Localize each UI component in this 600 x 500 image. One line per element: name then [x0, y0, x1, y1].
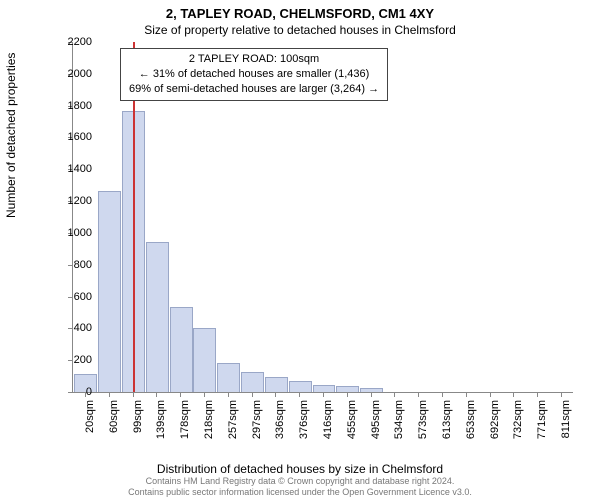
y-tick-label: 2000: [52, 68, 92, 80]
x-tick-label: 416sqm: [322, 400, 334, 442]
x-tick: [299, 392, 300, 397]
x-tick-label: 811sqm: [560, 400, 572, 442]
y-tick-label: 600: [52, 291, 92, 303]
bar: [217, 363, 240, 392]
annotation-line2: ← 31% of detached houses are smaller (1,…: [129, 67, 379, 82]
x-tick: [347, 392, 348, 397]
x-tick: [133, 392, 134, 397]
y-tick-label: 0: [52, 386, 92, 398]
x-tick-label: 257sqm: [227, 400, 239, 442]
x-tick: [490, 392, 491, 397]
bar: [289, 381, 312, 392]
x-tick-label: 771sqm: [536, 400, 548, 442]
x-tick: [275, 392, 276, 397]
x-tick-label: 653sqm: [465, 400, 477, 442]
x-tick-label: 534sqm: [393, 400, 405, 442]
x-tick: [323, 392, 324, 397]
chart-subtitle: Size of property relative to detached ho…: [0, 21, 600, 37]
x-tick-label: 376sqm: [298, 400, 310, 442]
bar: [336, 386, 359, 392]
y-tick-label: 200: [52, 354, 92, 366]
x-tick-label: 218sqm: [203, 400, 215, 442]
x-tick: [537, 392, 538, 397]
bar: [98, 191, 121, 392]
bar: [265, 377, 288, 392]
x-tick: [418, 392, 419, 397]
x-tick-label: 20sqm: [84, 400, 96, 442]
x-tick: [180, 392, 181, 397]
annotation-line1: 2 TAPLEY ROAD: 100sqm: [129, 52, 379, 67]
x-tick-label: 297sqm: [251, 400, 263, 442]
x-tick: [109, 392, 110, 397]
x-tick-label: 613sqm: [441, 400, 453, 442]
x-tick-label: 573sqm: [417, 400, 429, 442]
x-tick: [156, 392, 157, 397]
annotation-line3: 69% of semi-detached houses are larger (…: [129, 82, 379, 97]
footnote: Contains HM Land Registry data © Crown c…: [0, 476, 600, 498]
chart-title: 2, TAPLEY ROAD, CHELMSFORD, CM1 4XY: [0, 0, 600, 21]
x-tick: [252, 392, 253, 397]
x-tick: [513, 392, 514, 397]
x-tick: [394, 392, 395, 397]
annotation-box: 2 TAPLEY ROAD: 100sqm ← 31% of detached …: [120, 48, 388, 101]
x-tick-label: 139sqm: [155, 400, 167, 442]
x-tick: [466, 392, 467, 397]
chart-container: 2, TAPLEY ROAD, CHELMSFORD, CM1 4XY Size…: [0, 0, 600, 500]
x-tick: [371, 392, 372, 397]
x-tick-label: 692sqm: [489, 400, 501, 442]
x-tick: [442, 392, 443, 397]
footnote-line2: Contains public sector information licen…: [0, 487, 600, 498]
bar: [360, 388, 383, 392]
x-tick: [228, 392, 229, 397]
x-tick: [561, 392, 562, 397]
y-tick-label: 400: [52, 322, 92, 334]
bar: [170, 307, 193, 392]
y-tick-label: 1200: [52, 195, 92, 207]
y-tick-label: 1800: [52, 100, 92, 112]
x-tick-label: 178sqm: [179, 400, 191, 442]
footnote-line1: Contains HM Land Registry data © Crown c…: [0, 476, 600, 487]
x-tick-label: 60sqm: [108, 400, 120, 442]
x-tick-label: 455sqm: [346, 400, 358, 442]
bar: [313, 385, 336, 392]
bar: [241, 372, 264, 392]
y-axis-label: Number of detached properties: [4, 53, 18, 218]
y-tick-label: 1600: [52, 131, 92, 143]
bar: [146, 242, 169, 392]
y-tick-label: 1000: [52, 227, 92, 239]
x-tick-label: 732sqm: [512, 400, 524, 442]
x-tick: [204, 392, 205, 397]
x-tick-label: 99sqm: [132, 400, 144, 442]
bar: [193, 328, 216, 392]
y-tick-label: 1400: [52, 163, 92, 175]
y-tick-label: 800: [52, 259, 92, 271]
x-tick-label: 495sqm: [370, 400, 382, 442]
y-tick-label: 2200: [52, 36, 92, 48]
x-tick-label: 336sqm: [274, 400, 286, 442]
x-axis-label: Distribution of detached houses by size …: [0, 462, 600, 476]
